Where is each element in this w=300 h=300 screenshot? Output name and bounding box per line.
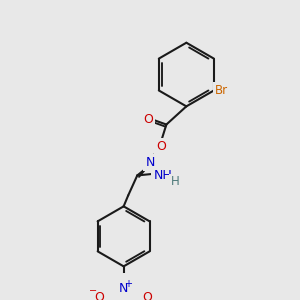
Text: O: O — [143, 112, 153, 126]
Text: NH: NH — [153, 169, 172, 182]
Text: N: N — [145, 156, 155, 169]
Text: O: O — [142, 291, 152, 300]
Text: H: H — [171, 175, 180, 188]
Text: +: + — [124, 279, 132, 289]
Text: O: O — [94, 291, 104, 300]
Text: Br: Br — [214, 84, 228, 97]
Text: −: − — [89, 286, 97, 296]
Text: O: O — [156, 140, 166, 153]
Text: N: N — [119, 282, 128, 295]
